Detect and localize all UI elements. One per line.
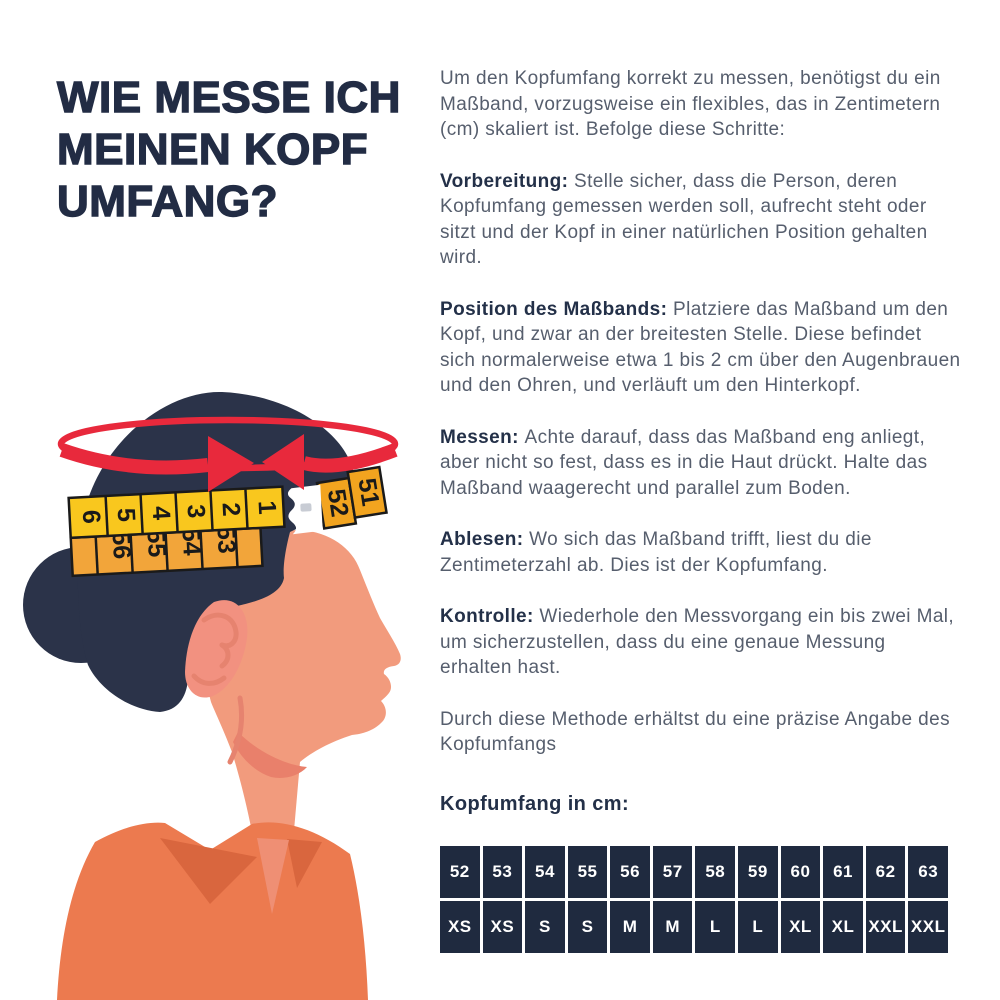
collar-left (160, 838, 257, 904)
tape-end (287, 484, 323, 535)
step-label: Messen: (440, 426, 519, 448)
tape-front-wrap: 6 5 4 3 2 1 (67, 485, 286, 540)
table-cell-size: M (652, 901, 693, 953)
tape-number: 4 (147, 505, 176, 520)
ear (185, 600, 248, 765)
step-label: Vorbereitung: (440, 170, 569, 192)
step-text: Wo sich das Maßband trifft, liest du die… (440, 529, 872, 576)
chest-skin-v (257, 838, 289, 914)
intro-paragraph: Um den Kopfumfang korrekt zu messen, ben… (440, 68, 941, 140)
table-cell-cm: 54 (525, 846, 565, 898)
table-cell-size: L (738, 901, 778, 953)
step-text: Platziere das Maßband um den Kopf, und z… (440, 298, 961, 397)
tape-number: 1 (252, 500, 281, 515)
tape-number: 6 (77, 509, 106, 524)
step-label: Kontrolle: (440, 606, 534, 627)
table-cell-size: XL (780, 901, 821, 953)
measuring-tape: 56 55 54 53 6 5 4 3 2 1 (67, 465, 388, 578)
tape-number: 2 (217, 502, 246, 517)
table-cell-cm: 63 (908, 846, 948, 898)
shirt (57, 822, 368, 1000)
tape-number: 51 (352, 476, 384, 508)
table-cell-cm: 56 (610, 846, 650, 898)
step-paragraph-messen: Messen: Achte darauf, dass das Maßband en… (440, 425, 962, 502)
size-table-title: Kopfumfang in cm: (440, 792, 630, 815)
table-cell-cm: 58 (695, 846, 736, 898)
instructions-column: Um den Kopfumfang korrekt zu messen, ben… (440, 66, 962, 817)
closing-paragraph: Durch diese Methode erhältst du eine prä… (440, 708, 950, 756)
face-and-neck (202, 530, 401, 915)
tape-back-segment: 52 51 (315, 465, 388, 530)
collar-right (287, 839, 322, 888)
jaw-shadow (233, 732, 307, 778)
step-text: Wiederhole den Messvorgang ein bis zwei … (440, 606, 955, 678)
head-measurement-illustration: 56 55 54 53 6 5 4 3 2 1 (23, 391, 401, 1000)
table-cell-size: XXL (908, 901, 948, 953)
table-cell-cm: 53 (482, 846, 523, 898)
step-label: Ablesen: (440, 529, 524, 550)
step-text: Stelle sicher, dass die Person, deren Ko… (440, 170, 928, 269)
tape-number: 5 (112, 507, 141, 522)
step-paragraph-position: Position des Maßbands: Platziere das Maßb… (440, 297, 962, 399)
table-cell-cm: 59 (738, 846, 778, 898)
step-paragraph-ablesen: Ablesen: Wo sich das Maßband trifft, lies… (440, 527, 962, 578)
table-cell-size: L (695, 901, 736, 953)
table-cell-cm: 62 (865, 846, 906, 898)
table-cell-cm: 61 (823, 846, 863, 898)
table-cell-size: XS (440, 901, 480, 953)
table-cell-cm: 60 (780, 846, 821, 898)
tape-number: 3 (182, 504, 211, 519)
table-cell-size: M (610, 901, 650, 953)
table-cell-cm: 52 (440, 846, 480, 898)
table-cell-size: XL (823, 901, 863, 953)
page-title: WIE MESSE ICH MEINEN KOPF UMFANG? (56, 72, 401, 226)
tape-number: 52 (322, 487, 354, 519)
step-paragraph-kontrolle: Kontrolle: Wiederhole den Messvorgang ein… (440, 604, 962, 681)
size-table: 52 53 54 55 56 57 58 59 60 61 62 63 XS X… (440, 846, 948, 953)
step-paragraph-vorbereitung: Vorbereitung: Stelle sicher, dass die Per… (440, 169, 962, 271)
table-cell-size: XXL (865, 901, 906, 953)
step-label: Position des Maßbands: (440, 298, 668, 320)
tape-number: 53 (211, 525, 240, 554)
rotation-arrow-icon (57, 416, 399, 492)
step-text: Achte darauf, dass das Maßband eng anlie… (440, 426, 928, 499)
table-cell-size: S (567, 901, 608, 953)
table-cell-size: S (525, 901, 565, 953)
table-cell-cm: 55 (567, 846, 608, 898)
table-cell-cm: 57 (652, 846, 693, 898)
table-cell-size: XS (482, 901, 523, 953)
